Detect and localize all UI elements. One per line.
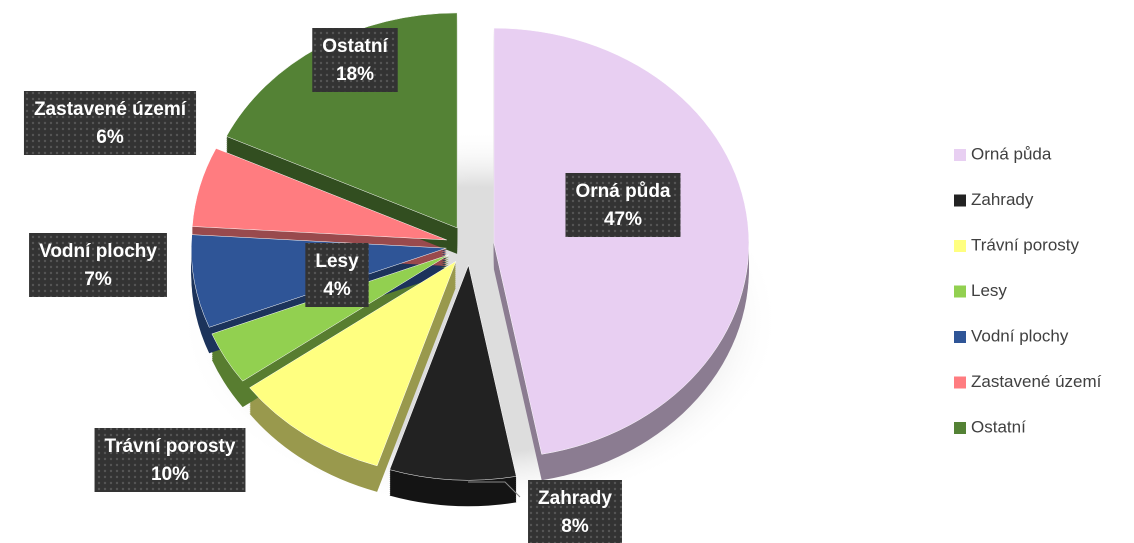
data-label: Ostatní 18% xyxy=(312,28,398,92)
label-box xyxy=(312,28,398,92)
data-label: Orná půda 47% xyxy=(565,173,681,237)
label-name: Zahrady xyxy=(538,488,612,509)
legend-swatch xyxy=(954,331,966,343)
legend-swatch xyxy=(954,376,966,389)
label-box xyxy=(23,91,197,155)
data-label: Vodní plochy 7% xyxy=(29,233,167,297)
legend-label: Orná půda xyxy=(971,144,1052,163)
label-value: 4% xyxy=(323,279,351,300)
label-value: 10% xyxy=(151,464,189,485)
label-box xyxy=(565,173,681,237)
label-name: Zastavené území xyxy=(34,99,187,120)
legend-swatch xyxy=(954,194,966,207)
label-box xyxy=(528,480,622,543)
label-value: 18% xyxy=(336,64,374,85)
legend-swatch xyxy=(954,240,966,252)
label-name: Trávní porosty xyxy=(105,436,236,457)
slice xyxy=(249,260,457,467)
slice xyxy=(389,264,517,481)
label-name: Lesy xyxy=(315,251,359,272)
label-value: 47% xyxy=(604,209,642,230)
label-name: Vodní plochy xyxy=(39,241,157,262)
legend-label: Lesy xyxy=(971,281,1007,300)
data-label: Lesy 4% xyxy=(305,243,369,307)
legend-swatch xyxy=(954,149,966,161)
data-label: Zahrady 8% xyxy=(528,480,622,543)
leader-line xyxy=(468,481,521,498)
legend-label: Zastavené území xyxy=(971,372,1102,391)
legend-label: Ostatní xyxy=(971,417,1026,436)
slice xyxy=(191,148,447,241)
label-box xyxy=(94,428,246,492)
label-value: 8% xyxy=(561,516,589,537)
legend-swatch xyxy=(954,285,966,298)
legend-swatch xyxy=(954,422,966,434)
data-label: Zastavené území 6% xyxy=(23,91,197,155)
legend-label: Zahrady xyxy=(971,190,1034,209)
label-value: 6% xyxy=(96,127,124,148)
slice xyxy=(211,254,450,382)
label-box xyxy=(305,243,369,307)
label-name: Orná půda xyxy=(575,181,670,202)
label-name: Ostatní xyxy=(322,36,388,57)
legend-label: Vodní plochy xyxy=(971,326,1069,345)
slice xyxy=(493,27,750,455)
label-box xyxy=(29,233,167,297)
label-value: 7% xyxy=(84,269,112,290)
data-label: Trávní porosty 10% xyxy=(94,428,246,492)
legend-label: Trávní porosty xyxy=(971,235,1080,254)
